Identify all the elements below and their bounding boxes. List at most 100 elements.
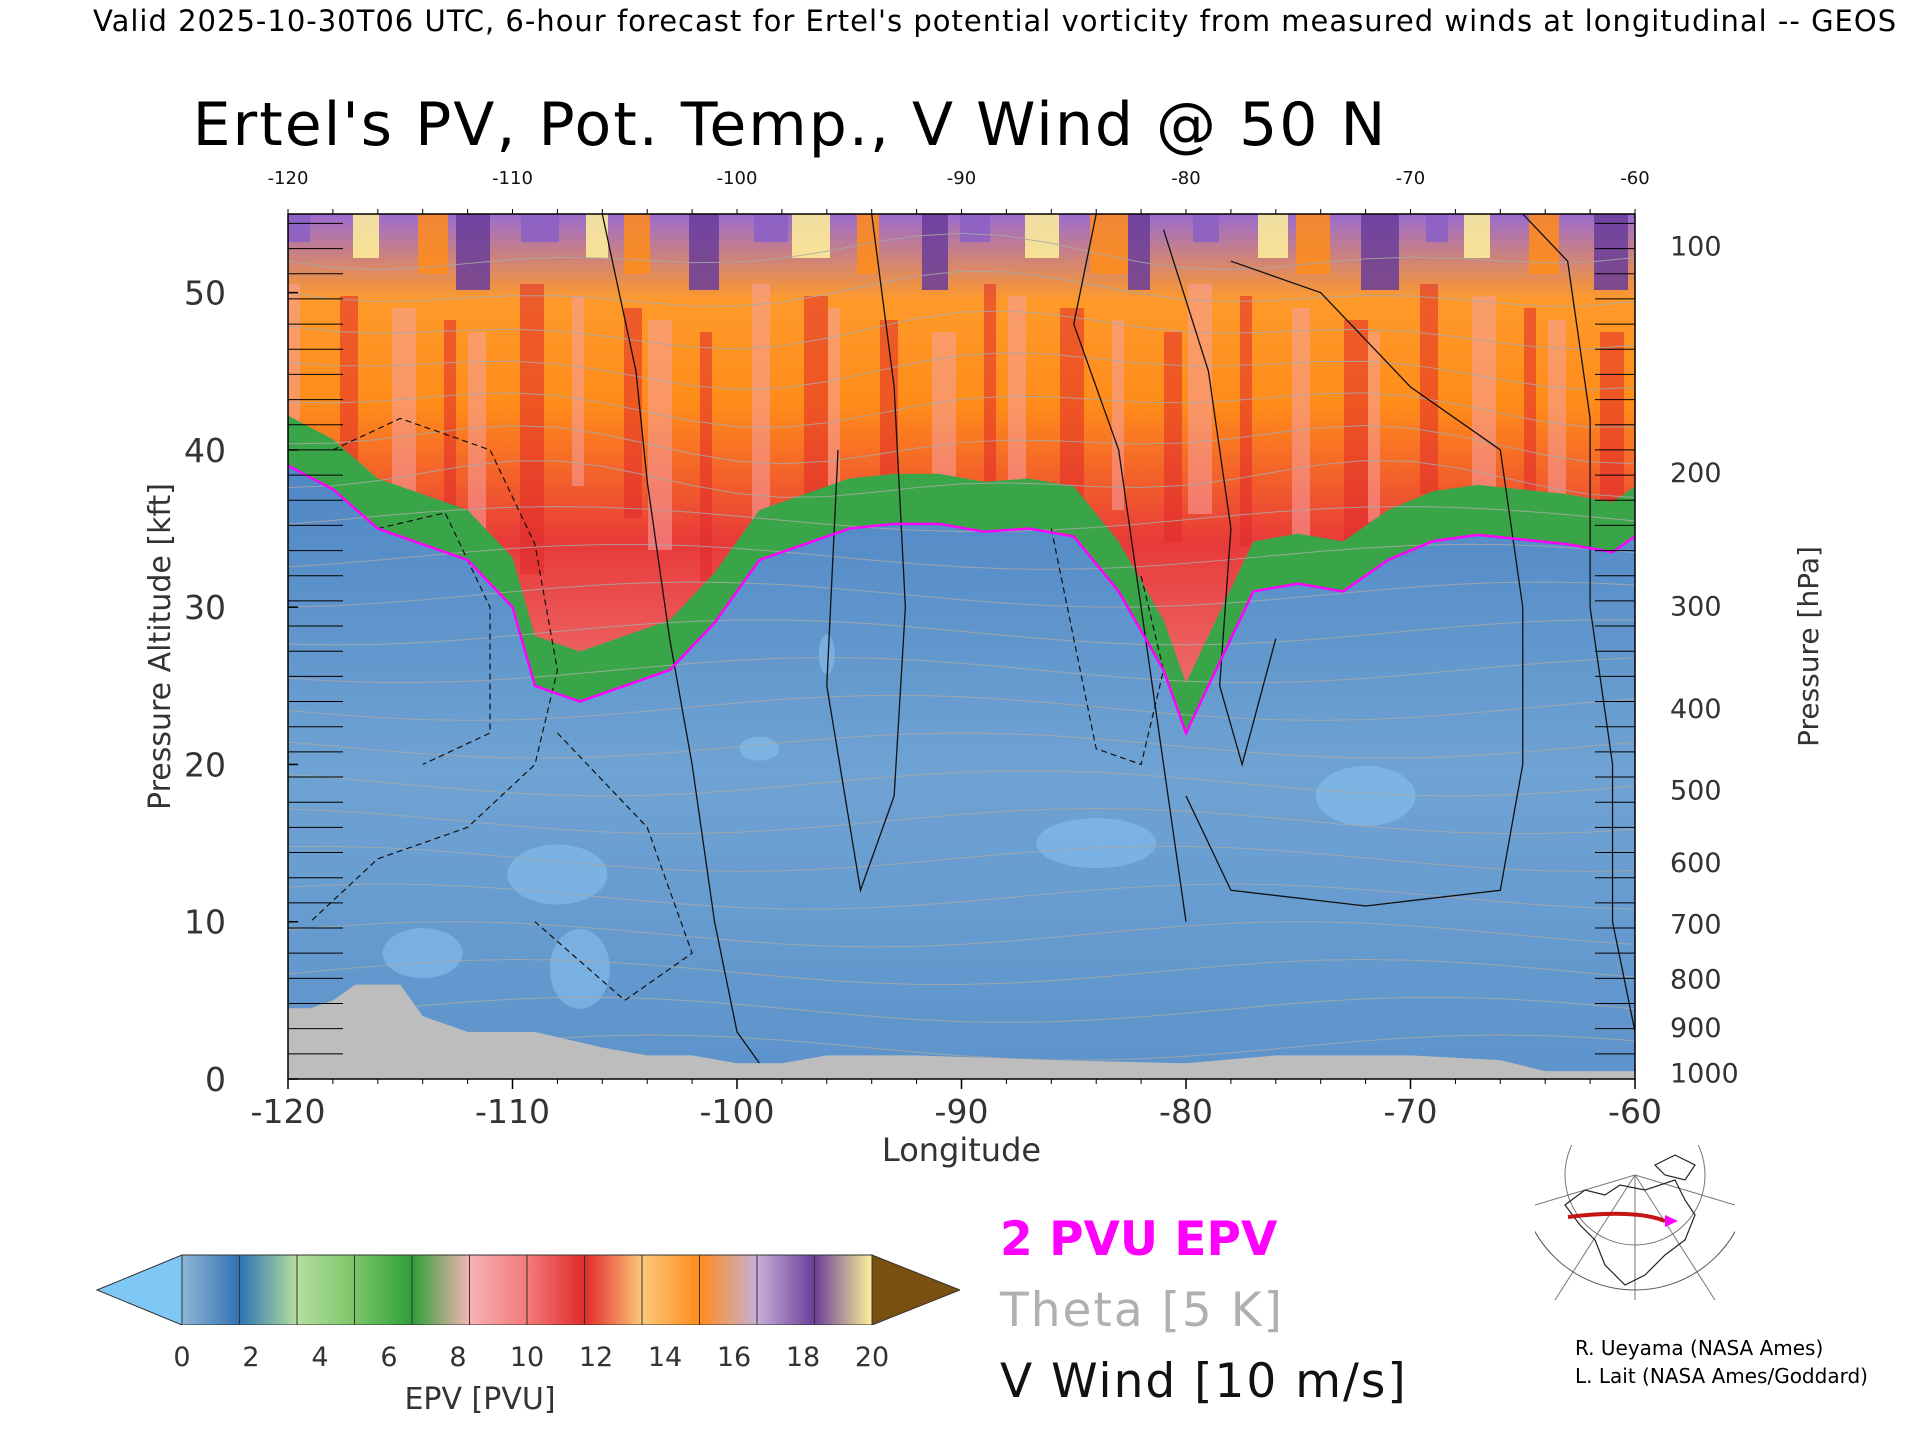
epv-filament [624, 308, 642, 518]
epv-filament [828, 308, 840, 498]
colorbar-segment [756, 1254, 815, 1325]
v-wind-contour [1185, 260, 1524, 907]
legend-theta: Theta [5 K] [1000, 1283, 1284, 1338]
credit-line-2: L. Lait (NASA Ames/Goddard) [1575, 1364, 1868, 1388]
epv-streak-top [689, 214, 719, 290]
y-tick-label: 0 [205, 1060, 226, 1099]
v-wind-contour [1073, 214, 1187, 922]
epv-low-blob [382, 928, 463, 979]
two-pvu-line [288, 464, 1635, 737]
pressure-tick-label: 800 [1670, 964, 1722, 995]
colorbar-tick-label: 4 [311, 1342, 329, 1373]
epv-streak-top [456, 214, 490, 290]
y-tick-label: 30 [184, 588, 226, 627]
pressure-tick-label: 600 [1670, 848, 1722, 879]
x-tick-label: -90 [935, 1092, 989, 1131]
colorbar-segment [814, 1254, 873, 1325]
colorbar-segment [641, 1254, 700, 1325]
theta-contour [288, 619, 1635, 646]
epv-filament [1112, 320, 1124, 510]
epv-streak-top [418, 214, 448, 274]
v-wind-contour [1522, 214, 1635, 1032]
epv-filament [1188, 284, 1212, 514]
v-wind-contour-negative [310, 417, 559, 923]
colorbar-tick-label: 6 [380, 1342, 398, 1373]
theta-contour [288, 352, 1635, 391]
y-tick-label: 50 [184, 274, 226, 313]
pressure-tick-label: 400 [1670, 694, 1722, 725]
pressure-tick-label: 1000 [1670, 1059, 1739, 1090]
epv-streak-top [1193, 214, 1219, 242]
theta-contour [288, 732, 1635, 759]
colorbar-segment [354, 1254, 413, 1325]
v-wind-contour [601, 214, 760, 1064]
theta-contour [288, 506, 1635, 533]
theta-contour [288, 460, 1635, 499]
epv-streak-top [288, 214, 310, 242]
epv-filament [752, 284, 770, 554]
x-tick-label: -60 [1608, 1092, 1662, 1131]
top-x-tick-label: -80 [1171, 168, 1200, 189]
y-axis-label: Pressure Altitude [kft] [143, 483, 178, 810]
epv-low-blob [1315, 765, 1416, 826]
colorbar-segment [296, 1254, 355, 1325]
x-tick-label: -120 [251, 1092, 326, 1131]
v-wind-contour [1162, 229, 1277, 767]
terrain [288, 984, 1635, 1079]
epv-streak-top [624, 214, 650, 274]
colorbar-segment [411, 1254, 470, 1325]
epv-streak-top [1594, 214, 1628, 290]
epv-streak-top [586, 214, 608, 258]
locator-map-inset [1535, 1145, 1735, 1300]
epv-streak-top [754, 214, 788, 242]
pressure-tick-label: 200 [1670, 458, 1722, 489]
colorbar-tick-label: 0 [173, 1342, 191, 1373]
theta-contour [288, 921, 1635, 948]
colorbar-segment [469, 1254, 528, 1325]
epv-filament [1368, 332, 1380, 522]
theta-contour [288, 581, 1635, 608]
theta-contour [288, 807, 1635, 835]
x-axis-label: Longitude [882, 1131, 1041, 1169]
top-x-tick-label: -110 [492, 168, 533, 189]
top-x-tick-label: -70 [1396, 168, 1425, 189]
pressure-tick-label: 500 [1670, 776, 1722, 807]
epv-low-blob [739, 736, 780, 761]
theta-contour [288, 657, 1635, 684]
v-wind-contour-negative [534, 732, 693, 1002]
legend-v-wind: V Wind [10 m/s] [1000, 1354, 1408, 1409]
epv-low-blob [507, 844, 608, 905]
pressure-tick-label: 900 [1670, 1013, 1722, 1044]
colorbar-tick-label: 12 [578, 1342, 614, 1373]
theta-contour [288, 543, 1635, 570]
colorbar-tick-label: 10 [509, 1342, 545, 1373]
epv-filament [984, 284, 996, 534]
valid-time-header: Valid 2025-10-30T06 UTC, 6-hour forecast… [93, 4, 1898, 38]
y-tick-label: 40 [184, 431, 226, 470]
theta-contour [288, 232, 1635, 271]
pressure-tick-label: 300 [1670, 592, 1722, 623]
theta-contour [288, 996, 1635, 1023]
colorbar-segment [526, 1254, 585, 1325]
epv-filament [1420, 284, 1438, 494]
x-tick-label: -80 [1159, 1092, 1213, 1131]
x-tick-label: -100 [700, 1092, 775, 1131]
colorbar-tick-label: 18 [785, 1342, 821, 1373]
theta-contour [288, 958, 1635, 986]
credit-line-1: R. Ueyama (NASA Ames) [1575, 1336, 1824, 1360]
epv-streak-top [1426, 214, 1448, 242]
x-tick-label: -110 [475, 1092, 550, 1131]
y-tick-label: 10 [184, 903, 226, 942]
legend-2pvu-epv: 2 PVU EPV [1000, 1212, 1278, 1267]
epv-streak-top [1258, 214, 1288, 258]
epv-green-band [288, 415, 1635, 733]
epv-filament [700, 332, 712, 582]
colorbar [95, 1254, 960, 1325]
epv-streak-top [1128, 214, 1150, 290]
pressure-tick-label: 700 [1670, 909, 1722, 940]
theta-contour [288, 694, 1635, 721]
theta-contour [288, 425, 1635, 465]
epv-streak-top [1025, 214, 1059, 258]
epv-filament [1240, 296, 1252, 546]
